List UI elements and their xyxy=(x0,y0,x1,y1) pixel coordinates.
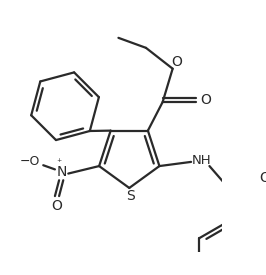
Text: NH: NH xyxy=(191,154,211,167)
Text: O: O xyxy=(201,94,211,107)
Text: O: O xyxy=(171,55,182,69)
Text: S: S xyxy=(127,189,135,203)
Text: −O: −O xyxy=(20,155,40,167)
Text: O: O xyxy=(51,199,62,213)
Text: N: N xyxy=(56,165,67,179)
Text: O: O xyxy=(259,171,266,185)
Text: ⁺: ⁺ xyxy=(56,158,62,168)
